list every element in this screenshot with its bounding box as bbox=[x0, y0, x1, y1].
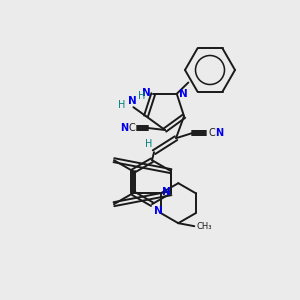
Text: N: N bbox=[179, 89, 188, 99]
Text: N: N bbox=[128, 96, 137, 106]
Text: H: H bbox=[118, 100, 125, 110]
Text: C: C bbox=[208, 128, 215, 138]
Text: C: C bbox=[128, 123, 135, 133]
Text: N: N bbox=[154, 206, 163, 216]
Text: H: H bbox=[145, 139, 152, 149]
Text: N: N bbox=[215, 128, 223, 138]
Text: CH₃: CH₃ bbox=[196, 222, 212, 231]
Text: N: N bbox=[120, 123, 128, 133]
Text: N: N bbox=[162, 187, 171, 197]
Text: N: N bbox=[142, 88, 151, 98]
Text: H: H bbox=[138, 91, 146, 101]
